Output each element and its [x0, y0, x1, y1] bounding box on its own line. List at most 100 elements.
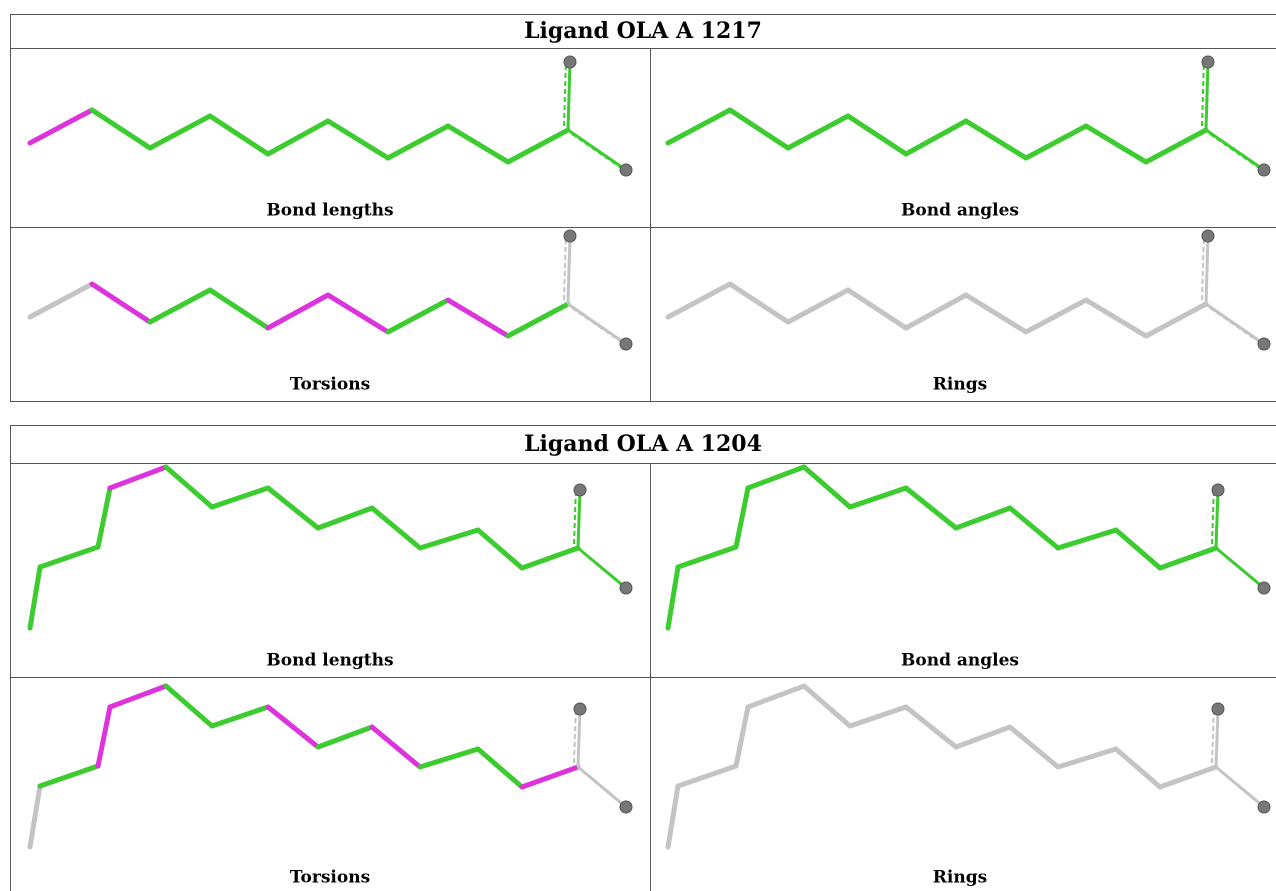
bond: [1083, 297, 1149, 339]
bond: [163, 464, 215, 510]
bond: [147, 287, 213, 325]
bond: [1113, 746, 1163, 790]
atom: [573, 702, 587, 716]
bond: [315, 724, 375, 750]
bond: [107, 683, 169, 710]
bond: [265, 704, 321, 750]
bond: [1113, 527, 1163, 571]
bond: [665, 281, 733, 320]
bond: [953, 724, 1013, 750]
table-title: Ligand OLA A 1204: [524, 431, 762, 457]
bond: [563, 231, 567, 301]
atom: [563, 55, 577, 69]
cell-label: Bond angles: [901, 651, 1019, 671]
bond: [675, 544, 739, 570]
table-frame: [10, 14, 1276, 402]
bond: [847, 485, 909, 510]
bond: [953, 505, 1013, 531]
bond: [1204, 61, 1210, 131]
bond: [903, 485, 959, 531]
bond: [845, 287, 909, 331]
atom: [1257, 800, 1271, 814]
bond: [1023, 123, 1089, 161]
bond: [566, 61, 572, 131]
atom: [1257, 337, 1271, 351]
atom: [1211, 483, 1225, 497]
bond: [733, 485, 751, 550]
bond: [665, 564, 681, 631]
bond: [505, 301, 571, 339]
bond: [1204, 235, 1210, 305]
bond: [519, 545, 581, 571]
bond: [1205, 128, 1265, 172]
bond: [207, 113, 271, 157]
bond: [1201, 231, 1205, 301]
cell-label: Torsions: [290, 375, 370, 395]
atom: [619, 581, 633, 595]
bond: [1214, 708, 1220, 768]
bond: [27, 107, 95, 146]
bond: [1083, 123, 1149, 165]
bond: [385, 297, 451, 335]
bond: [107, 464, 169, 491]
bond: [519, 764, 581, 790]
bond: [95, 704, 113, 769]
bond: [1201, 57, 1205, 127]
bond: [675, 763, 739, 789]
bond: [37, 763, 101, 789]
atom: [1201, 55, 1215, 69]
bond: [1007, 505, 1061, 551]
bond: [37, 544, 101, 570]
bond: [576, 489, 582, 549]
bond: [265, 118, 331, 157]
bond: [1157, 764, 1219, 790]
bond: [163, 683, 215, 729]
bond: [785, 113, 851, 151]
bond: [209, 704, 271, 729]
bond: [417, 746, 481, 770]
bond: [1157, 545, 1219, 571]
bond: [847, 704, 909, 729]
bond: [1055, 746, 1119, 770]
bond: [27, 783, 43, 850]
table-frame: [10, 425, 1276, 891]
bond: [745, 464, 807, 491]
atom: [573, 483, 587, 497]
bond: [845, 113, 909, 157]
bond: [445, 297, 511, 339]
bond: [475, 527, 525, 571]
bond: [573, 485, 577, 545]
bond: [573, 704, 577, 764]
bond: [801, 683, 853, 729]
table-title: Ligand OLA A 1217: [524, 18, 762, 44]
bond: [369, 724, 423, 770]
bond: [563, 57, 567, 127]
bond: [325, 118, 391, 161]
bond: [665, 107, 733, 146]
bond: [576, 708, 582, 768]
cell-label: Rings: [933, 868, 987, 888]
atom: [1257, 163, 1271, 177]
bond: [727, 281, 791, 325]
bond: [385, 123, 451, 161]
bond: [785, 287, 851, 325]
bond: [665, 783, 681, 850]
bond: [505, 127, 571, 165]
bond: [1211, 704, 1215, 764]
bond: [89, 281, 153, 325]
bond: [89, 107, 153, 151]
atom: [563, 229, 577, 243]
bond: [1211, 485, 1215, 545]
bond: [566, 235, 572, 305]
bond: [265, 485, 321, 531]
bond: [265, 292, 331, 331]
bond: [727, 107, 791, 151]
bond: [1023, 297, 1089, 335]
cell-label: Bond lengths: [266, 651, 393, 671]
bond: [325, 292, 391, 335]
bond: [27, 564, 43, 631]
atom: [1257, 581, 1271, 595]
bond: [963, 118, 1029, 161]
bond: [147, 113, 213, 151]
